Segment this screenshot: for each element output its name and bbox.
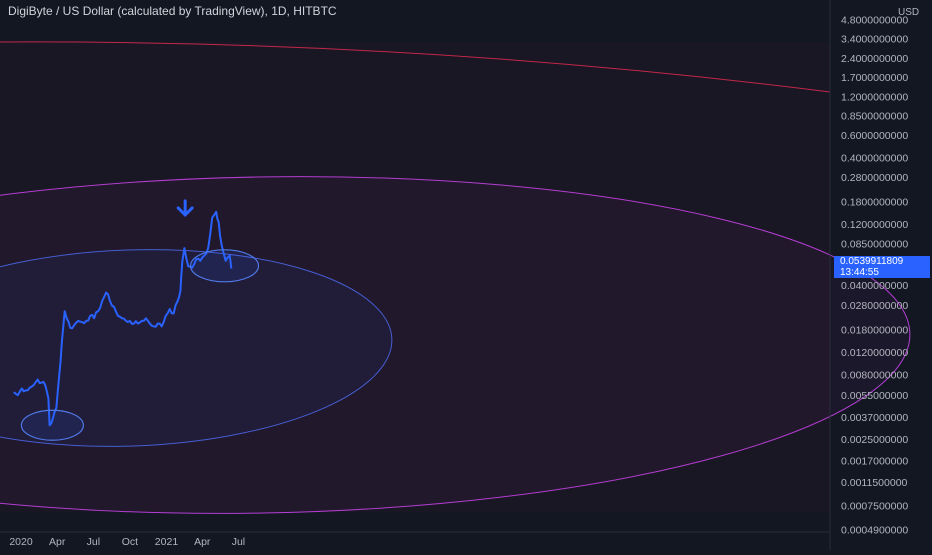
y-tick-label: 0.0850000000: [841, 238, 908, 250]
y-tick-label: 0.0025000000: [841, 434, 908, 446]
y-tick-label: 0.0037000000: [841, 412, 908, 424]
x-tick-label: Oct: [122, 536, 138, 548]
middle-ellipse: [0, 176, 911, 514]
y-tick-label: 0.0400000000: [841, 280, 908, 292]
price-line: [13, 210, 233, 427]
y-tick-label: 0.0280000000: [841, 300, 908, 312]
marked-dip-2021-circle: [189, 249, 260, 283]
y-tick-label: 3.4000000000: [841, 34, 908, 46]
y-tick-label: 0.8500000000: [841, 111, 908, 123]
outer-ellipse-arc: [0, 41, 831, 93]
y-tick-label: 0.1200000000: [841, 219, 908, 231]
y-tick-label: 1.2000000000: [841, 91, 908, 103]
last-price-value: 0.0539911809: [840, 256, 904, 267]
price-axis-unit: USD: [898, 7, 920, 18]
x-tick-label: 2020: [9, 536, 33, 548]
x-tick-label: Apr: [49, 536, 66, 548]
y-tick-label: 0.6000000000: [841, 130, 908, 142]
y-tick-label: 0.0180000000: [841, 324, 908, 336]
chart-title: DigiByte / US Dollar (calculated by Trad…: [8, 4, 337, 18]
y-tick-label: 0.4000000000: [841, 152, 908, 164]
y-tick-label: 0.1800000000: [841, 197, 908, 209]
last-price-tag: 0.0539911809 13:44:55: [834, 256, 930, 278]
y-tick-label: 0.0055000000: [841, 390, 908, 402]
bar-countdown: 13:44:55: [840, 267, 879, 278]
y-tick-label: 4.8000000000: [841, 15, 908, 27]
x-tick-label: Jul: [87, 536, 100, 548]
outer-ellipse-fill: [0, 42, 830, 512]
y-tick-label: 0.0120000000: [841, 347, 908, 359]
marked-low-2020-circle: [20, 409, 85, 441]
y-tick-label: 0.0007500000: [841, 501, 908, 513]
axes: 4.8000000000 3.4000000000 2.4000000000 1.70…: [0, 0, 908, 550]
inner-ellipse: [0, 249, 393, 447]
x-tick-label: Apr: [194, 536, 211, 548]
y-tick-label: 0.0080000000: [841, 369, 908, 381]
ellipse-drawings: [0, 41, 911, 514]
y-tick-label: 0.2800000000: [841, 172, 908, 184]
y-tick-label: 0.0011500000: [841, 477, 908, 489]
series: [13, 210, 233, 427]
x-tick-label: 2021: [155, 536, 179, 548]
y-tick-label: 1.7000000000: [841, 72, 908, 84]
y-tick-label: 2.4000000000: [841, 53, 908, 65]
y-tick-label: 0.0017000000: [841, 455, 908, 467]
y-tick-label: 0.0004900000: [841, 524, 908, 536]
down-arrow-icon: [176, 199, 194, 218]
x-tick-label: Jul: [232, 536, 245, 548]
annotations: [20, 199, 260, 441]
